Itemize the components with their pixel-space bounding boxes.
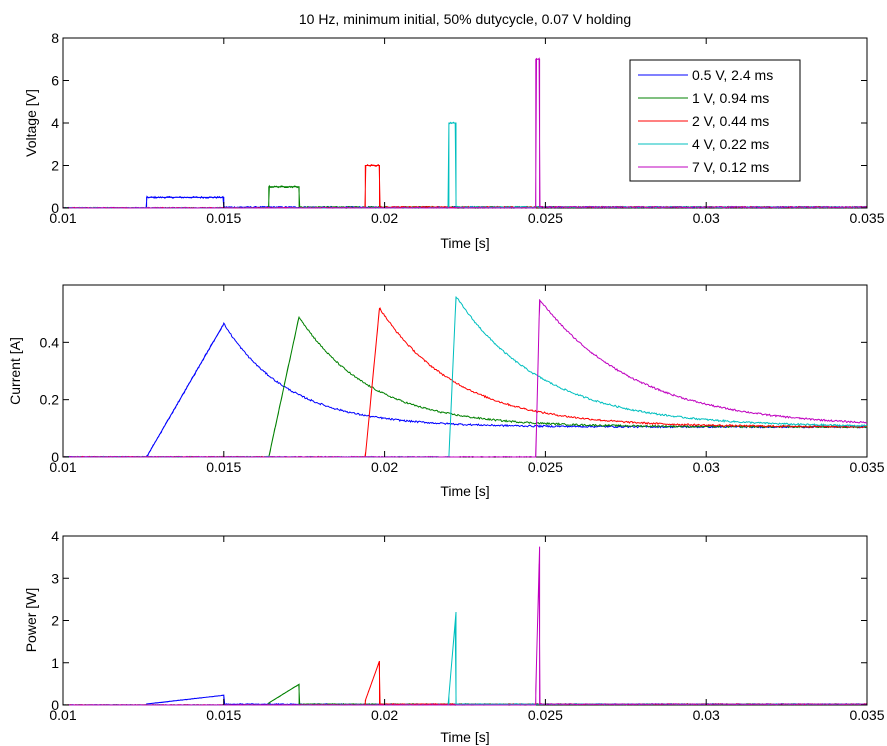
current-x-label: Time [s] [440,483,489,499]
current-x-tick-label-3: 0.025 [528,459,563,475]
voltage-x-tick-label-4: 0.03 [693,210,720,226]
voltage-y-tick-label-1: 2 [51,158,59,174]
power-plot: 0.01 0.015 0.02 0.025 0.03 0.035 0 1 2 3 4 Time [s… [23,528,885,745]
current-x-tick-label-2: 0.02 [371,459,398,475]
current-y-tick-label-0: 0 [51,449,59,465]
legend-label-2: 2 V, 0.44 ms [692,113,769,129]
voltage-y-tick-label-0: 0 [51,200,59,216]
power-y-tick-label-0: 0 [51,697,59,713]
power-series-2 [62,660,868,706]
power-x-tick-label-2: 0.02 [371,707,398,723]
power-x-tick-label-0: 0.01 [49,707,76,723]
current-series-3 [62,296,868,458]
figure-title: 10 Hz, minimum initial, 50% dutycycle, 0… [299,11,631,27]
power-series-3 [62,611,867,706]
power-x-tick-label-4: 0.03 [693,707,720,723]
legend: 0.5 V, 2.4 ms 1 V, 0.94 ms 2 V, 0.44 ms … [629,59,801,182]
power-y-tick-label-1: 1 [51,655,59,671]
legend-label-0: 0.5 V, 2.4 ms [692,67,773,83]
voltage-x-tick-label-5: 0.035 [849,210,884,226]
current-y-tick-label-1: 0.2 [40,392,60,408]
current-series-2 [62,307,868,458]
power-y-tick-label-2: 2 [51,613,59,629]
power-x-label: Time [s] [440,729,489,745]
current-x-tick-label-0: 0.01 [49,459,76,475]
legend-label-1: 1 V, 0.94 ms [692,90,769,106]
voltage-y-tick-label-4: 8 [51,30,59,46]
voltage-x-tick-label-3: 0.025 [528,210,563,226]
power-series [62,546,868,706]
voltage-series [62,57,868,209]
power-x-tick-label-5: 0.035 [849,707,884,723]
legend-label-3: 4 V, 0.22 ms [692,136,769,152]
voltage-x-tick-label-1: 0.015 [206,210,241,226]
power-y-label: Power [W] [23,588,39,653]
voltage-plot: 0.01 0.015 0.02 0.025 0.03 0.035 0 2 4 6 8 Time [s… [23,30,885,251]
current-x-tick-label-5: 0.035 [849,459,884,475]
voltage-y-tick-label-3: 6 [51,73,59,89]
power-series-4 [63,546,868,706]
current-ticks: 0.01 0.015 0.02 0.025 0.03 0.035 0 0.2 0.4 [40,285,885,475]
current-plot-frame [62,284,868,458]
legend-label-4: 7 V, 0.12 ms [692,159,769,175]
voltage-x-tick-label-0: 0.01 [49,210,76,226]
power-y-tick-label-4: 4 [51,528,59,544]
voltage-ticks: 0.01 0.015 0.02 0.025 0.03 0.035 0 2 4 6 8 [49,30,884,226]
power-ticks: 0.01 0.015 0.02 0.025 0.03 0.035 0 1 2 3 4 [49,528,884,723]
power-y-tick-label-3: 3 [51,570,59,586]
current-y-tick-label-2: 0.4 [40,334,60,350]
voltage-x-label: Time [s] [440,235,489,251]
current-series-4 [62,299,868,458]
current-x-tick-label-4: 0.03 [693,459,720,475]
voltage-y-label: Voltage [V] [23,89,39,157]
current-series-0 [63,321,868,458]
power-plot-frame [62,535,868,706]
voltage-x-tick-label-2: 0.02 [371,210,398,226]
current-plot: 0.01 0.015 0.02 0.025 0.03 0.035 0 0.2 0.4 Time … [7,284,885,499]
power-x-tick-label-3: 0.025 [528,707,563,723]
current-y-label: Current [A] [7,337,23,405]
current-series [62,296,868,458]
current-x-tick-label-1: 0.015 [206,459,241,475]
current-series-1 [62,316,868,458]
voltage-series-4 [62,57,868,209]
power-x-tick-label-1: 0.015 [206,707,241,723]
voltage-y-tick-label-2: 4 [51,115,59,131]
power-series-1 [63,683,867,706]
